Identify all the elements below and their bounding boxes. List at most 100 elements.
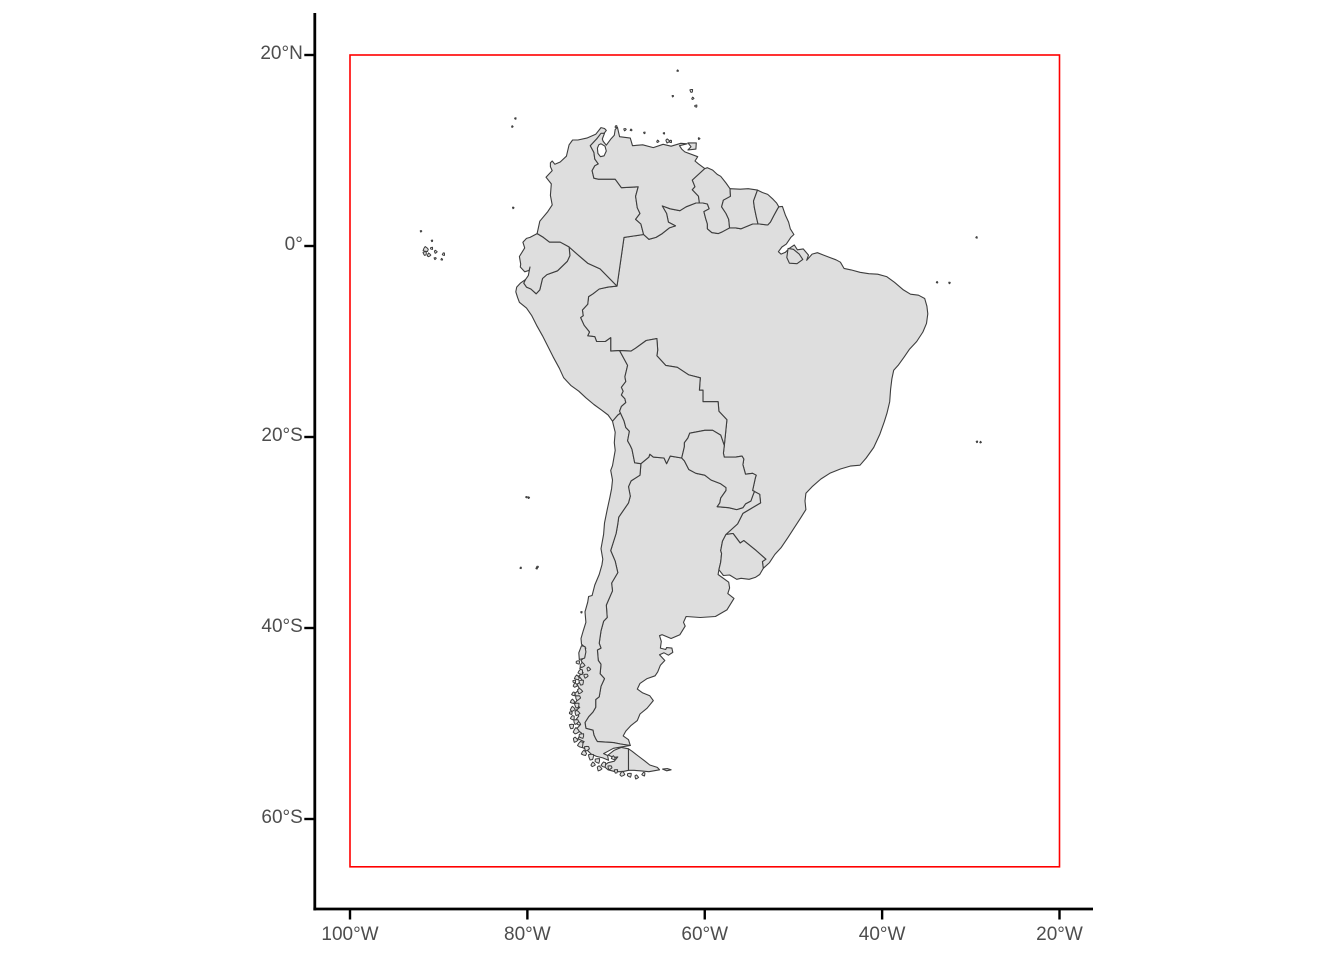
island-speck [697, 137, 701, 140]
island-speck [948, 281, 951, 285]
island-speck [614, 125, 618, 129]
island-speck [511, 125, 514, 128]
country-venezuela [589, 126, 706, 240]
country-isla-de-los-estados [662, 768, 672, 772]
island-speck [643, 131, 646, 135]
island-speck [656, 139, 660, 143]
island-speck [519, 566, 522, 570]
island-speck [626, 772, 632, 778]
island-speck [578, 679, 584, 686]
island-speck [577, 741, 584, 749]
island-speck [935, 280, 939, 284]
y-tick-label: 0° [284, 234, 303, 256]
island-speck [525, 496, 528, 499]
country-polygons-layer [515, 126, 929, 773]
country-chile [573, 412, 642, 761]
country-french-guiana [752, 189, 780, 226]
island-speck [578, 733, 585, 739]
island-speck [668, 139, 672, 144]
island-speck [975, 236, 978, 239]
country-guyana [691, 167, 732, 235]
island-speck [441, 252, 445, 256]
x-tick-label: 100°W [321, 924, 379, 945]
island-speck [623, 128, 627, 132]
island-speck [610, 755, 616, 761]
island-speck [676, 69, 679, 72]
island-speck [613, 769, 619, 774]
country-marajo-island [786, 247, 804, 265]
island-speck [634, 774, 640, 780]
island-speck [569, 698, 576, 704]
island-speck [527, 496, 531, 499]
island-speck [580, 611, 583, 614]
country-paraguay [681, 429, 757, 511]
island-speck [577, 687, 584, 695]
island-speck [433, 249, 438, 254]
island-speck [586, 666, 592, 672]
country-ecuador [518, 233, 571, 295]
island-speck [619, 770, 626, 777]
country-trinidad [687, 142, 697, 151]
island-speck [665, 138, 671, 144]
y-tick-label: 20°N [260, 43, 303, 65]
country-suriname [721, 188, 759, 230]
x-tick-label: 40°W [858, 924, 906, 945]
island-speck [535, 566, 538, 570]
country-uruguay [718, 532, 767, 580]
island-speck [629, 128, 633, 132]
country-chiloe-island [578, 645, 587, 661]
island-speck [426, 252, 432, 258]
island-speck [590, 761, 596, 768]
island-speck [662, 132, 666, 135]
island-speck [583, 673, 589, 679]
island-speck [575, 695, 582, 702]
island-speck [422, 251, 427, 256]
island-speck [574, 702, 580, 709]
country-bolivia [619, 338, 728, 465]
island-speck [584, 745, 590, 752]
island-speck [694, 104, 698, 108]
island-speck [572, 736, 579, 743]
island-speck [576, 721, 581, 726]
island-speck [574, 709, 581, 717]
country-tierra-del-fuego-argentina [627, 748, 661, 773]
island-speck [430, 246, 434, 250]
island-speck [433, 257, 437, 261]
x-tick-label: 80°W [504, 924, 551, 945]
island-speck [577, 668, 583, 676]
island-speck [568, 711, 573, 715]
island-speck [568, 723, 575, 730]
island-speck [579, 661, 586, 668]
island-speck [572, 679, 577, 684]
island-speck [569, 705, 576, 712]
island-speck [671, 95, 675, 98]
island-speck [600, 761, 607, 768]
y-tick-label: 20°S [261, 425, 303, 447]
island-speck [641, 771, 646, 777]
axis-lines-and-ticks-layer [304, 13, 1093, 920]
island-speck [587, 753, 595, 761]
island-speck [975, 440, 979, 444]
island-speck [594, 758, 601, 764]
island-speck [596, 765, 603, 772]
island-speck [512, 206, 515, 210]
island-speck [691, 96, 695, 100]
small-islands-layer [419, 69, 982, 780]
island-speck [569, 715, 575, 721]
island-speck [689, 89, 694, 93]
island-speck [440, 257, 444, 261]
island-speck [430, 239, 434, 243]
y-tick-label: 40°S [261, 616, 303, 638]
island-speck [575, 660, 580, 665]
y-tick-label: 60°S [261, 807, 303, 829]
island-speck [573, 674, 580, 681]
bounding-box-rectangle [349, 54, 1061, 868]
island-speck [572, 727, 580, 735]
island-speck [607, 765, 613, 771]
x-tick-label: 20°W [1036, 924, 1083, 945]
island-speck [979, 440, 982, 444]
island-speck [422, 246, 429, 252]
island-speck [571, 691, 576, 697]
